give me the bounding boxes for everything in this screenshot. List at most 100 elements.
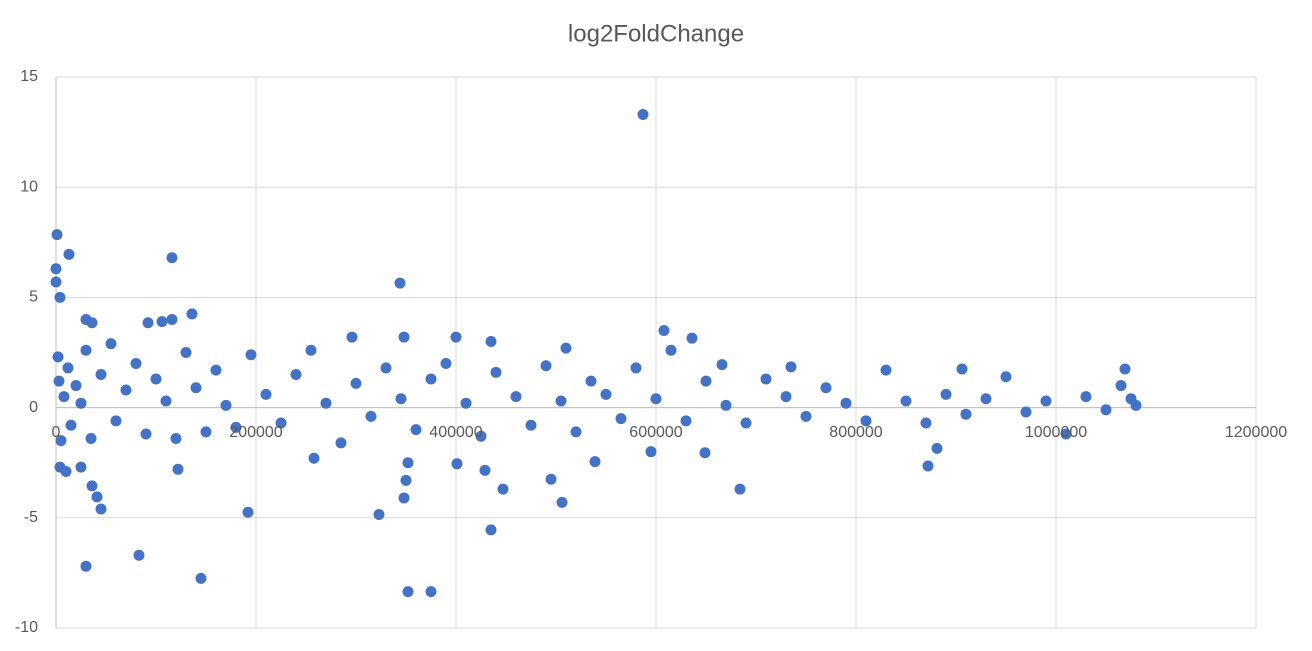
point [65,419,77,431]
point [305,344,317,356]
point [485,335,497,347]
point [50,276,62,288]
point [51,229,63,241]
point [1040,395,1052,407]
point [55,435,67,447]
point [180,347,192,358]
point [585,375,597,387]
point [637,108,649,120]
point [440,358,452,370]
point [290,369,302,381]
point [600,388,612,400]
point [490,366,502,378]
point [980,393,992,405]
point [350,377,362,389]
point [1020,406,1032,418]
point [95,503,107,515]
x-tick-label: 400000 [429,424,482,441]
point [85,432,97,444]
point [497,483,509,495]
point [62,362,74,374]
point [900,395,912,407]
y-tick-label: -5 [24,509,38,526]
point [395,393,407,405]
point [1119,363,1131,375]
point [525,419,537,431]
point [260,388,272,400]
point [320,397,332,409]
point [665,344,677,356]
point [402,586,414,598]
point [630,362,642,374]
point [80,344,92,356]
point [394,277,406,289]
point [60,466,72,478]
point [922,460,934,472]
point [95,369,107,381]
point [398,492,410,504]
point [1000,371,1012,383]
point [800,410,812,422]
point [734,483,746,495]
point [510,391,522,403]
point [760,373,772,385]
point [485,524,497,536]
point [120,384,132,396]
point [425,586,437,598]
point [425,373,437,385]
point [785,361,797,373]
point [220,399,232,411]
point [820,382,832,394]
x-tick-label: 800000 [829,424,882,441]
y-tick-label: 0 [29,399,38,416]
point [658,324,670,336]
point [365,410,377,422]
point [70,380,82,392]
x-tick-label: 1200000 [1225,424,1287,441]
point [172,463,184,475]
point [308,452,320,464]
point [150,373,162,385]
point [335,437,347,449]
point [186,308,198,320]
point [86,480,98,492]
point [160,395,172,407]
point [1080,391,1092,403]
point [166,313,178,325]
point [556,496,568,508]
point [650,393,662,405]
point [75,461,87,473]
point [475,430,487,442]
point [645,446,657,458]
point [410,424,422,436]
x-tick-label: 1000000 [1025,424,1087,441]
point [275,417,287,429]
point [700,375,712,387]
point [195,572,207,584]
point [716,359,728,371]
y-tick-label: 15 [20,68,38,85]
point [400,474,412,486]
x-tick-label: 600000 [629,424,682,441]
point [245,349,257,361]
point [740,417,752,429]
x-tick-label: 0 [52,424,61,441]
point [75,397,87,409]
point [545,473,557,485]
point [80,560,92,572]
point [880,364,892,376]
point [346,331,358,343]
point [615,413,627,425]
point [373,508,385,520]
point [479,464,491,476]
point [402,457,414,469]
point [540,360,552,372]
point [931,442,943,454]
chart-title: log2FoldChange [568,20,744,47]
point [956,363,968,375]
point [133,549,145,561]
point [242,506,254,518]
point [555,395,567,407]
point [105,338,117,350]
